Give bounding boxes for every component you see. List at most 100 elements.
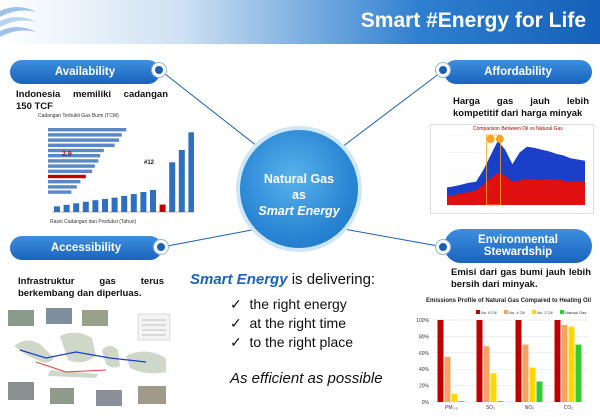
- emissions-legend-label: No. 6 Oil: [481, 310, 497, 315]
- emissions-bar: [529, 367, 536, 402]
- emissions-bar: [444, 356, 451, 402]
- reserves-vbar: [140, 192, 147, 212]
- reserves-hbar: [48, 159, 99, 163]
- reserves-vbar: [92, 200, 99, 212]
- environmental-text-line2: bersih dari minyak.: [451, 279, 538, 290]
- header-banner: Smart #Energy for Life: [0, 0, 600, 44]
- efficient-tagline: As efficient as possible: [230, 370, 383, 387]
- environmental-text-line1: Emisi dari gas bumi jauh lebih: [451, 267, 591, 278]
- emissions-legend-label: No. 4 Oil: [509, 310, 525, 315]
- emissions-legend-swatch: [532, 310, 536, 314]
- reserves-vbar: [82, 201, 89, 212]
- emissions-legend-label: Natural Gas: [565, 310, 586, 315]
- affordability-node-icon: [436, 63, 450, 77]
- affordability-text-line1: Harga gas jauh lebih: [453, 96, 589, 107]
- price-chart-title: Comparison Between Oil vs Natural Gas: [473, 126, 563, 132]
- emissions-legend-label: No. 2 Oil: [537, 310, 553, 315]
- delivering-item-3: ✓ to the right place: [230, 334, 353, 351]
- reserves-vbar: [73, 203, 80, 212]
- emissions-ytick: 100%: [416, 318, 429, 324]
- delivering-item-2-text: at the right time: [249, 315, 347, 331]
- accessibility-node-icon: [154, 240, 168, 254]
- affordability-label: Affordability: [444, 60, 592, 84]
- reserves-hbar: [48, 169, 93, 173]
- emissions-bar: [476, 320, 483, 402]
- reserves-vbar: [169, 162, 176, 212]
- check-icon: ✓: [230, 315, 242, 331]
- environmental-node-icon: [436, 240, 450, 254]
- availability-text-line1: Indonesia memiliki cadangan: [16, 89, 168, 100]
- reserves-vbar: [178, 149, 185, 212]
- center-line2: as: [292, 188, 306, 202]
- reserves-vbar: [121, 195, 128, 212]
- price-chart: Comparison Between Oil vs Natural Gas: [430, 124, 594, 214]
- center-line3: Smart Energy: [258, 204, 340, 218]
- availability-label: Availability: [10, 60, 160, 84]
- center-line1: Natural Gas: [263, 172, 335, 186]
- reserves-vbar: [188, 132, 195, 212]
- price-area-gas: [447, 172, 585, 205]
- emissions-bar: [451, 393, 458, 402]
- emissions-bar: [515, 320, 522, 402]
- emissions-chart-svg: 100% 80% 60% 40% 20% 0% No. 6 Oil No. 4 Oil No. …: [416, 310, 588, 411]
- delivering-heading: Smart Energy is delivering:: [190, 271, 375, 288]
- emissions-ytick: 0%: [422, 400, 430, 406]
- accessibility-label: Accessibility: [10, 236, 162, 260]
- emissions-bar: [575, 344, 582, 402]
- accessibility-text-line1: Infrastruktur gas terus: [18, 276, 164, 287]
- reserves-chart: Cadangan Terbukti Gas Bumi (TCM) Rasio C…: [14, 112, 198, 226]
- emissions-xtick: NOₓ: [525, 405, 535, 411]
- emissions-chart: Emissions Profile of Natural Gas Compare…: [406, 296, 596, 414]
- emissions-xtick: SO₂: [486, 405, 495, 411]
- reserves-highlight-value: 2.9: [62, 151, 72, 158]
- price-marker-2: [495, 135, 504, 143]
- reserves-highlight-rank: #12: [144, 160, 155, 166]
- reserves-hbar: [48, 185, 77, 189]
- reserves-vbar: [159, 204, 166, 212]
- delivering-item-2: ✓ at the right time: [230, 315, 346, 332]
- emissions-bar: [497, 401, 504, 402]
- price-chart-svg: [447, 134, 585, 206]
- page-title: Smart #Energy for Life: [360, 9, 586, 32]
- environmental-label: Environmental Stewardship: [444, 229, 592, 263]
- check-icon: ✓: [230, 334, 242, 350]
- accessibility-text-line2: berkembang dan diperluas.: [18, 288, 142, 299]
- delivering-item-1: ✓ the right energy: [230, 296, 347, 313]
- delivering-suffix: is delivering:: [287, 271, 376, 288]
- delivering-item-1-text: the right energy: [249, 296, 347, 312]
- price-marker-1: [486, 135, 495, 143]
- reserves-hbar: [48, 154, 101, 158]
- emissions-legend-swatch: [504, 310, 508, 314]
- indonesia-map-icon: [6, 306, 174, 414]
- reserves-vbar: [150, 189, 156, 212]
- reserves-chart-svg: [48, 128, 198, 213]
- reserves-vbar: [111, 197, 118, 212]
- affordability-text-line2: kompetitif dari harga minyak: [453, 108, 583, 119]
- availability-node-icon: [152, 63, 166, 77]
- reserves-chart-title: Cadangan Terbukti Gas Bumi (TCM): [38, 113, 119, 119]
- environmental-label-line2: Stewardship: [483, 246, 553, 258]
- price-highlight-box: [486, 134, 501, 206]
- emissions-legend-swatch: [560, 310, 564, 314]
- reserves-chart-xlabel: Rasio Cadangan dan Produksi (Tahun): [50, 219, 137, 225]
- reserves-hbar: [48, 174, 86, 179]
- emissions-xtick: CO₂: [564, 405, 574, 411]
- emissions-ytick: 60%: [419, 351, 430, 357]
- emissions-bar: [561, 324, 568, 402]
- reserves-hbar: [48, 128, 127, 132]
- center-circle: Natural Gas as Smart Energy: [236, 126, 362, 252]
- emissions-bar: [437, 320, 444, 402]
- reserves-vbar: [63, 204, 70, 212]
- emissions-ytick: 80%: [419, 334, 430, 340]
- check-icon: ✓: [230, 296, 242, 312]
- reserves-hbar: [48, 190, 72, 194]
- reserves-hbar: [48, 164, 95, 168]
- reserves-vbar: [130, 194, 137, 212]
- availability-text-line2: 150 TCF: [16, 101, 53, 112]
- delivering-item-3-text: to the right place: [249, 334, 354, 350]
- emissions-legend-swatch: [476, 310, 480, 314]
- emissions-ytick: 40%: [419, 367, 430, 373]
- emissions-bar: [490, 373, 497, 402]
- emissions-chart-title: Emissions Profile of Natural Gas Compare…: [426, 298, 592, 304]
